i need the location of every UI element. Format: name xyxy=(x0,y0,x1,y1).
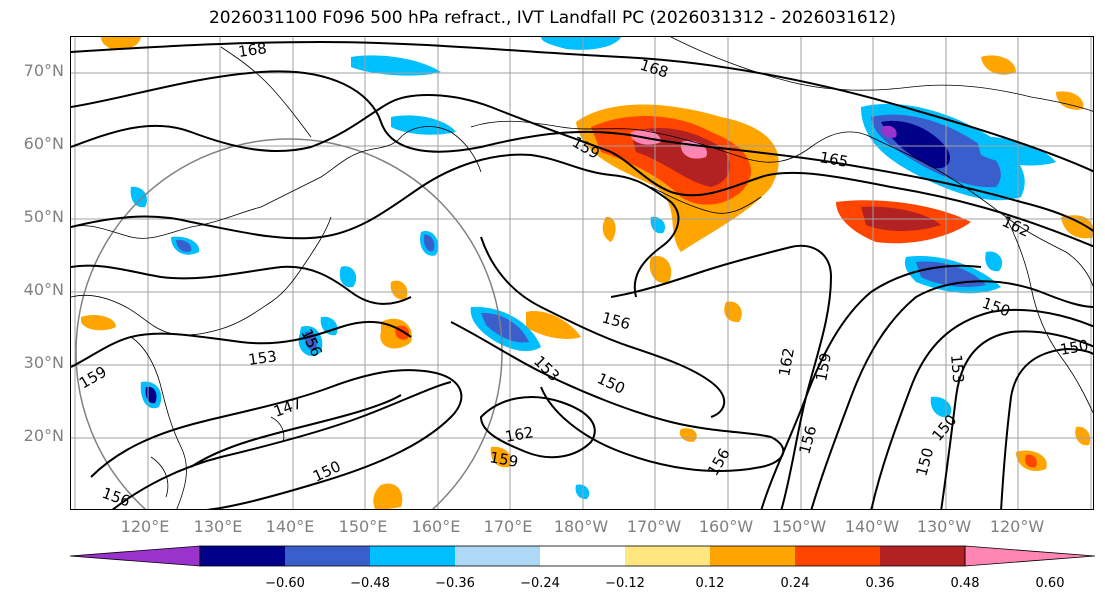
contour-label: 150 xyxy=(1059,336,1090,359)
contour-label: 159 xyxy=(812,351,835,382)
ivt-negative-shading xyxy=(130,37,1056,500)
colorbar-cell xyxy=(455,546,540,566)
contour-label: 162 xyxy=(504,423,535,446)
contour-label: 147 xyxy=(271,394,304,421)
lon-label-180w: 180°W xyxy=(553,517,609,536)
contour-label: 159 xyxy=(488,448,519,471)
contour-label: 156 xyxy=(100,484,133,510)
colorbar-cell xyxy=(795,546,880,566)
contour-label: 153 xyxy=(947,354,967,384)
contour-label: 153 xyxy=(247,347,278,369)
map-canvas: 168 168 165 162 159 159 159 159 156 156 … xyxy=(71,37,1093,510)
colorbar-tick-label: −0.60 xyxy=(265,576,305,591)
contour-label: 150 xyxy=(912,446,937,478)
colorbar-cell xyxy=(710,546,795,566)
lon-label-130e: 130°E xyxy=(193,517,243,536)
contour-label: 162 xyxy=(775,346,798,377)
figure-title: 2026031100 F096 500 hPa refract., IVT La… xyxy=(208,8,896,28)
colorbar-extend-max xyxy=(964,545,1095,567)
contour-label: 159 xyxy=(76,363,110,393)
contour-label: 168 xyxy=(237,39,268,61)
colorbar-tick-label: −0.12 xyxy=(605,576,645,591)
lon-label-120e: 120°E xyxy=(120,517,170,536)
contour-label: 150 xyxy=(980,294,1013,321)
colorbar-frame xyxy=(199,545,966,567)
refractivity-contours xyxy=(71,40,1093,509)
lat-label-50n: 50°N xyxy=(23,207,64,226)
colorbar-tick-label: 0.60 xyxy=(1035,576,1065,591)
lon-label-140w: 140°W xyxy=(844,517,900,536)
lon-label-130w: 130°W xyxy=(916,517,972,536)
lon-label-140e: 140°E xyxy=(265,517,315,536)
colorbar-cell xyxy=(540,546,625,566)
colorbar-cell xyxy=(200,546,285,566)
lat-label-30n: 30°N xyxy=(23,353,64,372)
lon-label-170w: 170°W xyxy=(626,517,682,536)
colorbar-cell xyxy=(625,546,710,566)
colorbar-cell xyxy=(370,546,455,566)
colorbar-tick-label: −0.24 xyxy=(520,576,560,591)
map-panel: 168 168 165 162 159 159 159 159 156 156 … xyxy=(70,36,1094,510)
contour-label: 162 xyxy=(999,212,1033,240)
lat-label-40n: 40°N xyxy=(23,280,64,299)
colorbar xyxy=(70,545,1095,567)
lat-label-20n: 20°N xyxy=(23,426,64,445)
lon-label-120w: 120°W xyxy=(989,517,1045,536)
contour-label: 156 xyxy=(704,445,734,479)
colorbar-cell xyxy=(880,546,965,566)
landfall-region-circle xyxy=(75,138,503,509)
contour-label: 150 xyxy=(928,411,960,445)
lon-label-160e: 160°E xyxy=(411,517,461,536)
contour-label: 150 xyxy=(310,457,344,485)
contour-label: 156 xyxy=(600,308,632,333)
colorbar-tick-label: 0.24 xyxy=(780,576,810,591)
colorbar-tick-label: 0.48 xyxy=(950,576,980,591)
lon-label-160w: 160°W xyxy=(698,517,754,536)
colorbar-extend-min xyxy=(70,545,201,567)
colorbar-tick-label: −0.48 xyxy=(350,576,390,591)
colorbar-cell xyxy=(285,546,370,566)
colorbar-tick-label: 0.36 xyxy=(865,576,895,591)
lon-label-150w: 150°W xyxy=(771,517,827,536)
contour-label: 150 xyxy=(594,369,628,397)
lat-label-70n: 70°N xyxy=(23,61,64,80)
colorbar-tick-label: −0.36 xyxy=(435,576,475,591)
lon-label-150e: 150°E xyxy=(338,517,388,536)
lat-label-60n: 60°N xyxy=(23,134,64,153)
lon-label-170e: 170°E xyxy=(483,517,533,536)
colorbar-tick-label: 0.12 xyxy=(695,576,725,591)
coastlines xyxy=(71,37,1093,509)
contour-label: 165 xyxy=(818,148,849,171)
